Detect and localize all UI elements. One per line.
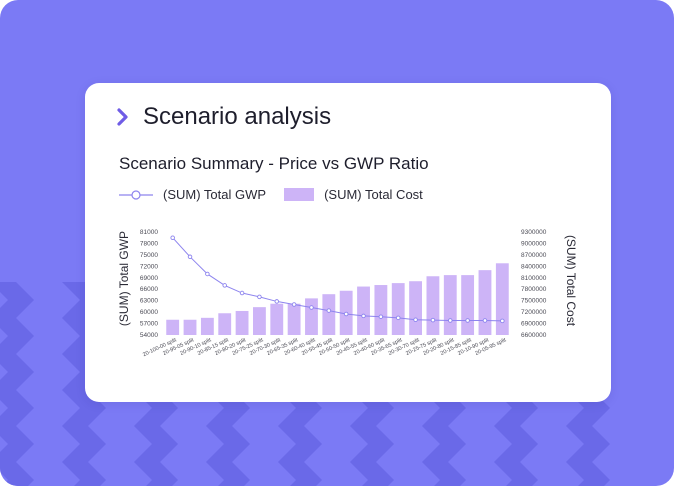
y-right-axis-title: (SUM) Total Cost	[564, 235, 578, 327]
gwp-point	[257, 294, 262, 300]
scenario-analysis-card: Scenario analysis Scenario Summary - Pri…	[85, 83, 611, 402]
chevron-shape	[0, 354, 34, 390]
chevron-shape	[0, 390, 34, 426]
cost-bar	[287, 303, 301, 335]
chevron-shape	[278, 462, 322, 486]
chevron-shape	[62, 462, 106, 486]
y-left-tick-label: 63000	[140, 298, 158, 305]
legend-line-marker	[119, 189, 153, 200]
cost-bar	[478, 270, 492, 335]
chevron-shape	[0, 426, 34, 462]
gwp-point	[205, 271, 210, 277]
chevron-shape	[206, 462, 250, 486]
chevron-shape	[566, 426, 610, 462]
chevron-shape	[278, 426, 322, 462]
gwp-point	[465, 318, 470, 323]
chevron-shape	[422, 426, 466, 462]
chart-legend: (SUM) Total GWP (SUM) Total Cost	[119, 187, 423, 202]
chevron-shape	[0, 462, 34, 486]
y-right-tick-label: 8700000	[521, 252, 547, 259]
chevron-right-icon	[117, 108, 128, 126]
gwp-point	[448, 318, 453, 323]
y-right-tick-label: 8100000	[521, 275, 547, 282]
gwp-point	[378, 314, 384, 319]
gwp-line	[172, 237, 503, 322]
gwp-point	[343, 311, 349, 317]
card-header: Scenario analysis	[117, 103, 331, 131]
legend-label-cost: (SUM) Total Cost	[324, 187, 423, 202]
cost-bar	[374, 285, 388, 335]
cost-bar	[218, 313, 232, 335]
chevron-shape	[494, 426, 538, 462]
gwp-point	[361, 313, 366, 319]
chevron-shape	[494, 462, 538, 486]
legend-item-cost: (SUM) Total Cost	[266, 187, 423, 202]
chart-title: Scenario Summary - Price vs GWP Ratio	[119, 154, 429, 173]
legend-bar-swatch	[284, 188, 315, 201]
legend-label-gwp: (SUM) Total GWP	[163, 187, 267, 202]
y-left-tick-label: 54000	[140, 332, 158, 339]
chevron-shape	[566, 462, 610, 486]
y-left-tick-label: 66000	[140, 286, 158, 293]
cost-bar	[235, 310, 249, 335]
y-right-tick-label: 7200000	[521, 309, 547, 316]
y-left-tick-label: 57000	[140, 321, 158, 328]
chevron-shape	[0, 318, 34, 354]
y-left-axis-title: (SUM) Total GWP	[117, 231, 131, 326]
cost-bar	[443, 275, 457, 335]
gwp-point	[430, 317, 436, 323]
legend-item-gwp: (SUM) Total GWP	[119, 187, 266, 202]
y-left-tick-label: 69000	[140, 275, 158, 282]
cost-bar	[357, 286, 370, 335]
y-left-tick-label: 60000	[140, 309, 158, 316]
y-left-tick-label: 72000	[140, 263, 158, 270]
cost-bar	[253, 307, 266, 335]
y-right-tick-label: 9300000	[521, 229, 547, 236]
chevron-shape	[0, 282, 34, 318]
cost-bar	[391, 283, 405, 335]
chevron-shape	[134, 426, 178, 462]
chevron-shape	[422, 462, 466, 486]
chevron-shape	[350, 462, 394, 486]
card-title: Scenario analysis	[143, 103, 332, 130]
gwp-point	[482, 318, 488, 323]
gwp-point	[500, 318, 505, 324]
gwp-point	[170, 235, 175, 240]
gwp-point	[274, 299, 280, 304]
cost-bar	[200, 317, 214, 335]
y-right-tick-label: 6900000	[521, 321, 547, 328]
gwp-point	[326, 308, 332, 313]
combo-chart: 81000 78000 75000 72000 69000 66000 63000 60000…	[117, 229, 578, 358]
gwp-point	[222, 283, 227, 288]
chevron-shape	[350, 426, 394, 462]
y-right-tick-label: 8400000	[521, 263, 547, 270]
cost-bar	[183, 319, 197, 335]
gwp-point	[413, 317, 418, 322]
gwp-point	[187, 254, 193, 260]
gwp-point	[395, 315, 401, 321]
y-right-tick-label: 6600000	[521, 332, 547, 339]
cost-bar	[409, 281, 422, 335]
y-right-tick-label: 7800000	[521, 286, 547, 293]
y-left-tick-label: 75000	[140, 252, 158, 259]
cost-bar	[461, 275, 475, 335]
chevron-shape	[62, 426, 106, 462]
cost-bar	[166, 319, 180, 335]
y-left-tick-label: 81000	[140, 229, 158, 236]
gwp-point	[309, 305, 314, 310]
cost-bar	[426, 276, 440, 335]
chevron-shape	[206, 426, 250, 462]
gwp-point	[239, 290, 245, 296]
cost-bar	[495, 263, 509, 335]
y-left-tick-label: 78000	[140, 240, 158, 247]
cost-bar	[270, 303, 284, 335]
chevron-shape	[134, 462, 178, 486]
cost-bar	[322, 294, 336, 335]
cost-bar	[305, 298, 318, 335]
y-right-tick-label: 9000000	[521, 240, 547, 247]
gwp-point	[291, 302, 297, 307]
y-right-tick-label: 7500000	[521, 298, 547, 305]
